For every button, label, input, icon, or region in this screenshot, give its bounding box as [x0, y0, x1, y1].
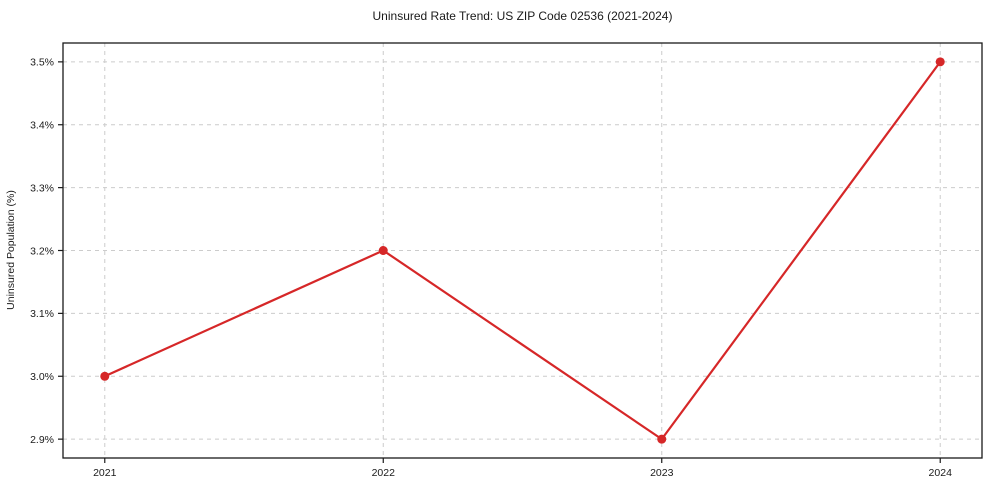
y-tick-label: 3.4% [30, 120, 54, 132]
x-tick-label: 2023 [650, 467, 674, 479]
x-tick-label: 2021 [93, 467, 117, 479]
gridlines [63, 43, 982, 458]
data-line [103, 60, 942, 441]
y-tick-label: 2.9% [30, 434, 54, 446]
y-axis-label: Uninsured Population (%) [5, 190, 17, 310]
data-point [935, 57, 945, 67]
x-tick-label: 2024 [929, 467, 953, 479]
chart-title: Uninsured Rate Trend: US ZIP Code 02536 … [373, 9, 673, 23]
y-tick-label: 3.1% [30, 308, 54, 320]
axis-ticks: 2.9% 3.0% 3.1% 3.2% 3.3% 3.4% 3.5% 2021 2022 2023… [30, 57, 952, 479]
y-tick-label: 3.5% [30, 57, 54, 69]
x-tick-label: 2022 [372, 467, 396, 479]
y-tick-label: 3.3% [30, 182, 54, 194]
data-series [100, 57, 945, 444]
data-point [100, 371, 110, 381]
y-tick-label: 3.2% [30, 245, 54, 257]
data-point [657, 434, 667, 444]
data-point [378, 246, 388, 255]
y-tick-label: 3.0% [30, 371, 54, 383]
plot-border [62, 42, 983, 459]
